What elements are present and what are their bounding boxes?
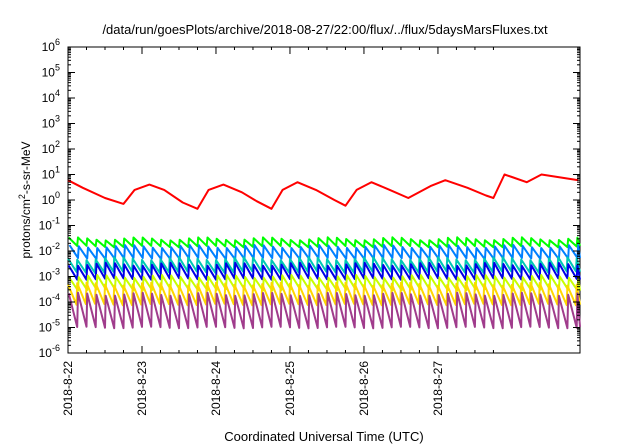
y-tick-label-base: 10 — [39, 346, 53, 360]
x-tick-label: 2018-8-22 — [61, 361, 75, 416]
y-axis: 10-610-510-410-310-210-11001011021031041… — [39, 37, 580, 360]
y-axis-label-sup: 2 — [17, 194, 27, 199]
y-tick-label-base: 10 — [39, 295, 53, 309]
y-tick-label-base: 10 — [39, 270, 53, 284]
y-tick-label-base: 10 — [42, 40, 56, 54]
y-axis-label-rest: -s-sr-MeV — [19, 141, 33, 194]
series-line — [67, 256, 581, 274]
y-tick-label: 105 — [42, 63, 60, 80]
series-line — [67, 261, 581, 281]
y-tick-label: 103 — [42, 114, 60, 131]
y-tick-label: 100 — [42, 190, 60, 207]
y-tick-label-base: 10 — [39, 321, 53, 335]
x-axis-label: Coordinated Universal Time (UTC) — [224, 429, 423, 444]
y-tick-label: 10-5 — [39, 318, 60, 335]
series-line — [67, 291, 581, 330]
y-tick-label: 104 — [42, 88, 60, 105]
y-tick-label-base: 10 — [39, 244, 53, 258]
x-tick-label: 2018-8-23 — [135, 361, 149, 416]
y-tick-label: 10-6 — [39, 343, 60, 360]
y-tick-label-exp: 5 — [55, 63, 60, 73]
y-tick-label-exp: 2 — [55, 139, 60, 149]
y-tick-label: 106 — [42, 37, 60, 54]
y-tick-label: 10-4 — [39, 292, 60, 309]
y-tick-label: 102 — [42, 139, 60, 156]
y-tick-label-exp: -5 — [52, 318, 60, 328]
y-tick-label-exp: 3 — [55, 114, 60, 124]
y-tick-label-exp: 0 — [55, 190, 60, 200]
y-tick-label-exp: 4 — [55, 88, 60, 98]
x-axis: 2018-8-22 2018-8-23 2018-8-24 2018-8-25 2018… — [61, 47, 494, 416]
x-tick-label: 2018-8-27 — [431, 361, 445, 416]
chart-title: /data/run/goesPlots/archive/2018-08-27/2… — [102, 22, 548, 37]
x-tick-label: 2018-8-26 — [357, 361, 371, 416]
series-line — [67, 281, 581, 307]
y-axis-label: protons/cm2-s-sr-MeV — [17, 141, 33, 258]
y-tick-label-base: 10 — [42, 193, 56, 207]
series-line — [68, 244, 581, 261]
y-tick-label-exp: 6 — [55, 37, 60, 47]
y-tick-label-exp: -3 — [52, 267, 60, 277]
y-tick-label-base: 10 — [42, 168, 56, 182]
y-tick-label: 10-2 — [39, 241, 60, 258]
y-tick-label-exp: -2 — [52, 241, 60, 251]
y-tick-label-base: 10 — [42, 91, 56, 105]
y-tick-label-exp: -1 — [52, 216, 60, 226]
y-tick-label-base: 10 — [42, 66, 56, 80]
y-tick-label-base: 10 — [39, 219, 53, 233]
y-tick-label: 10-1 — [39, 216, 60, 233]
y-tick-label-base: 10 — [42, 117, 56, 131]
y-tick-label-exp: -4 — [52, 292, 60, 302]
series-layer — [67, 173, 581, 330]
y-tick-label: 10-3 — [39, 267, 60, 284]
x-tick-label: 2018-8-25 — [283, 361, 297, 416]
series-line — [67, 173, 579, 210]
y-tick-label: 101 — [42, 165, 60, 182]
y-axis-label-base: protons/cm — [19, 199, 33, 258]
y-tick-label-exp: -6 — [52, 343, 60, 353]
y-tick-label-exp: 1 — [55, 165, 60, 175]
y-tick-label-base: 10 — [42, 142, 56, 156]
x-tick-label: 2018-8-24 — [209, 361, 223, 416]
series-line — [67, 236, 581, 249]
